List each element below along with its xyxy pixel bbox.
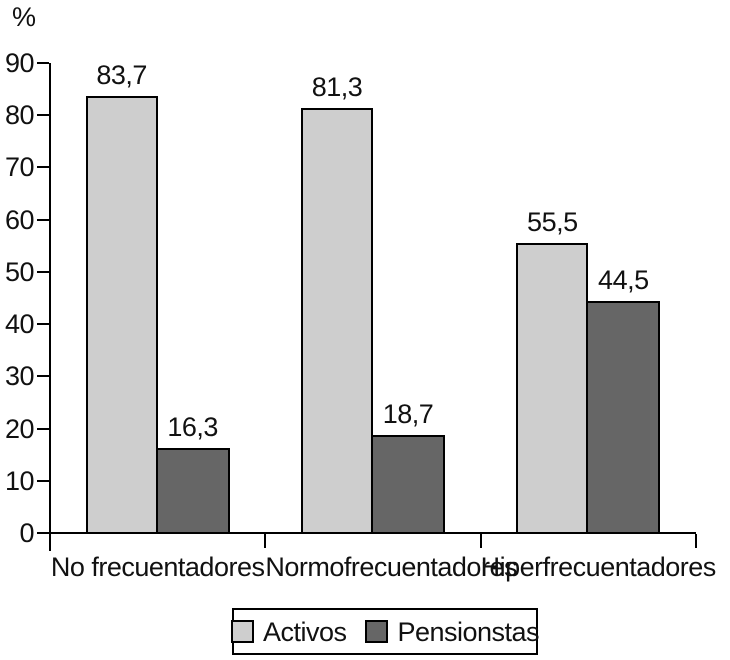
y-axis-tick [37, 427, 49, 430]
y-tick-label: 40 [4, 309, 35, 340]
legend-label-pensionstas: Pensionstas [397, 616, 540, 647]
y-axis-unit-label: % [12, 2, 36, 32]
category-label: No frecuentadores [50, 552, 265, 582]
y-axis-tick [37, 323, 49, 326]
y-tick-label: 50 [4, 256, 35, 287]
x-axis-tick [695, 534, 697, 548]
bar-value-label: 18,7 [382, 399, 434, 430]
bar-pensionstas-2 [371, 435, 445, 534]
y-axis-tick [37, 166, 49, 169]
y-axis-tick [37, 62, 49, 64]
bar-value-label: 83,7 [96, 59, 147, 90]
y-tick-label: 30 [4, 361, 35, 392]
y-tick-label: 90 [4, 48, 35, 78]
y-axis-tick [37, 270, 49, 273]
bar-pensionstas-3 [586, 300, 661, 534]
x-axis-tick [479, 534, 482, 548]
legend-swatch-activos [230, 620, 254, 643]
category-label: Normofrecuentadores [265, 552, 517, 582]
y-axis-tick [37, 218, 49, 221]
y-tick-label: 80 [4, 100, 35, 131]
y-axis-tick [37, 375, 49, 378]
legend-label-activos: Activos [262, 616, 347, 647]
y-tick-label: 70 [4, 152, 35, 183]
bar-activos-1 [85, 95, 158, 534]
bar-value-label: 81,3 [311, 72, 363, 103]
bar-value-label: 55,5 [527, 207, 578, 238]
y-tick-label: 60 [4, 204, 35, 235]
x-axis-tick [264, 534, 267, 548]
bar-pensionstas-1 [155, 447, 230, 534]
y-axis-line [49, 63, 51, 551]
y-tick-label: 20 [4, 413, 35, 444]
legend: Activos Pensionstas [230, 608, 540, 655]
bar-activos-2 [301, 108, 373, 534]
category-label: Hiperfrecuentadores [480, 552, 717, 582]
y-axis-tick [37, 479, 49, 482]
bar-value-label: 44,5 [598, 264, 649, 295]
y-tick-label: 10 [4, 465, 35, 496]
y-tick-label: 0 [19, 518, 34, 548]
bar-value-label: 16,3 [167, 411, 218, 442]
legend-swatch-pensionstas [365, 620, 389, 643]
y-axis-tick [37, 114, 49, 117]
